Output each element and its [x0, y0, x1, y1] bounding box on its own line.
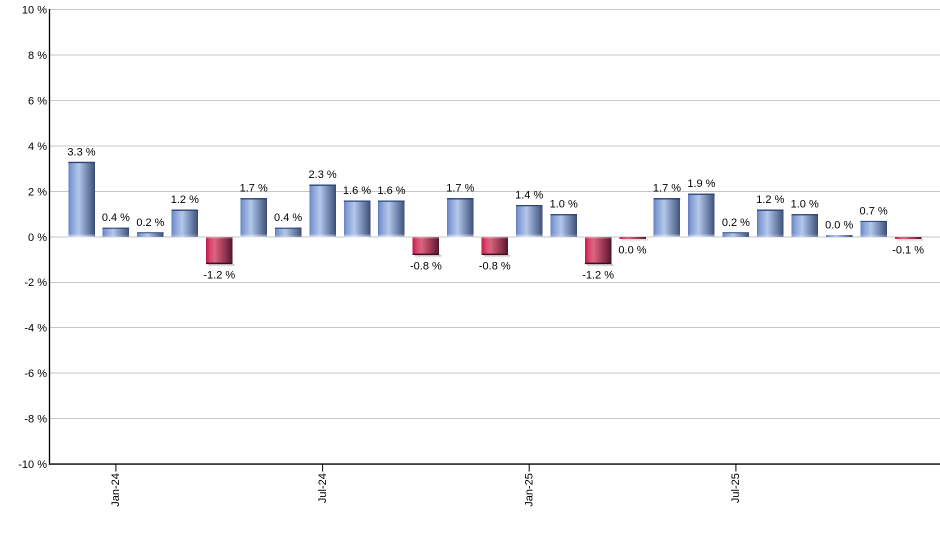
svg-text:1.2 %: 1.2 %: [756, 194, 784, 206]
svg-text:-1.2 %: -1.2 %: [203, 270, 235, 282]
svg-text:1.7 %: 1.7 %: [653, 183, 681, 195]
svg-text:0.0 %: 0.0 %: [618, 244, 646, 256]
svg-text:1.7 %: 1.7 %: [240, 183, 268, 195]
svg-text:-2 %: -2 %: [24, 277, 47, 289]
svg-text:1.7 %: 1.7 %: [446, 183, 474, 195]
svg-text:1.6 %: 1.6 %: [377, 185, 405, 197]
svg-text:-1.2 %: -1.2 %: [582, 270, 614, 282]
svg-text:8 %: 8 %: [28, 50, 47, 62]
svg-text:1.6 %: 1.6 %: [343, 185, 371, 197]
svg-text:-0.1 %: -0.1 %: [892, 245, 924, 257]
svg-text:2.3 %: 2.3 %: [309, 169, 337, 181]
svg-text:1.0 %: 1.0 %: [791, 199, 819, 211]
svg-text:3.3 %: 3.3 %: [67, 146, 95, 158]
svg-text:0.2 %: 0.2 %: [722, 217, 750, 229]
svg-text:-10 %: -10 %: [18, 459, 47, 471]
svg-text:Jan-25: Jan-25: [523, 473, 535, 507]
svg-text:0.4 %: 0.4 %: [102, 212, 130, 224]
svg-text:0.0 %: 0.0 %: [825, 219, 853, 231]
svg-text:-6 %: -6 %: [24, 368, 47, 380]
svg-text:-0.8 %: -0.8 %: [410, 261, 442, 273]
svg-text:1.0 %: 1.0 %: [550, 199, 578, 211]
svg-text:-0.8 %: -0.8 %: [479, 261, 511, 273]
svg-text:Jul-25: Jul-25: [730, 473, 742, 503]
svg-text:0.2 %: 0.2 %: [136, 217, 164, 229]
svg-text:-4 %: -4 %: [24, 323, 47, 335]
svg-text:0.7 %: 0.7 %: [860, 205, 888, 217]
svg-text:0 %: 0 %: [28, 232, 47, 244]
svg-text:0.4 %: 0.4 %: [274, 212, 302, 224]
svg-text:4 %: 4 %: [28, 141, 47, 153]
svg-text:1.9 %: 1.9 %: [687, 178, 715, 190]
svg-text:10 %: 10 %: [22, 5, 47, 17]
svg-text:1.4 %: 1.4 %: [515, 190, 543, 202]
svg-text:6 %: 6 %: [28, 95, 47, 107]
svg-text:Jul-24: Jul-24: [317, 473, 329, 503]
svg-text:Jan-24: Jan-24: [110, 473, 122, 507]
svg-text:2 %: 2 %: [28, 186, 47, 198]
svg-text:-8 %: -8 %: [24, 414, 47, 426]
svg-text:1.2 %: 1.2 %: [171, 194, 199, 206]
